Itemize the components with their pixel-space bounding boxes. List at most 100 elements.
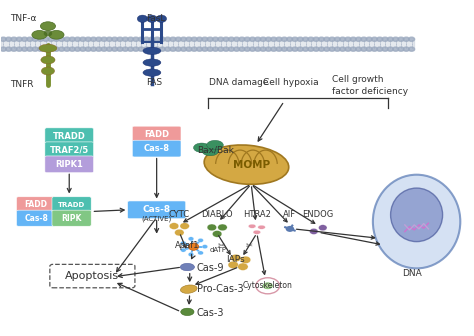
Circle shape [228,261,238,268]
Circle shape [361,47,367,51]
Circle shape [43,47,49,51]
Text: TRAF2/5: TRAF2/5 [50,146,89,155]
Ellipse shape [181,308,194,316]
Circle shape [297,37,303,41]
Text: Cell growth: Cell growth [331,75,383,84]
Circle shape [398,37,404,41]
Ellipse shape [39,44,57,52]
Text: MOMP: MOMP [233,160,270,170]
Text: TNFR: TNFR [10,80,34,89]
Ellipse shape [263,283,273,289]
Circle shape [170,37,176,41]
Circle shape [138,37,144,41]
Ellipse shape [32,31,47,39]
Circle shape [302,37,309,41]
Circle shape [356,47,362,51]
Text: TRADD: TRADD [53,132,86,141]
Circle shape [59,47,64,51]
Text: HTRA2: HTRA2 [243,210,271,219]
Circle shape [188,237,194,241]
Circle shape [207,37,213,41]
Circle shape [340,37,346,41]
Circle shape [186,47,192,51]
Circle shape [302,47,309,51]
Circle shape [202,47,208,51]
FancyBboxPatch shape [52,210,91,226]
Circle shape [409,37,415,41]
Circle shape [54,37,59,41]
Text: Cell hypoxia: Cell hypoxia [263,78,319,87]
Circle shape [106,37,112,41]
Circle shape [112,37,118,41]
Circle shape [271,37,277,41]
Circle shape [21,37,27,41]
Circle shape [32,37,38,41]
Circle shape [271,47,277,51]
Circle shape [101,37,107,41]
Text: CYTC: CYTC [169,210,190,219]
Circle shape [403,47,410,51]
Circle shape [313,37,319,41]
Ellipse shape [143,59,161,66]
Circle shape [197,37,202,41]
Circle shape [164,47,171,51]
Circle shape [80,47,86,51]
Circle shape [223,37,229,41]
Circle shape [212,230,222,237]
Circle shape [54,47,59,51]
Circle shape [329,47,335,51]
Circle shape [345,47,351,51]
Circle shape [334,37,340,41]
Circle shape [265,47,272,51]
Circle shape [174,229,184,236]
Circle shape [319,37,325,41]
Circle shape [366,37,372,41]
Circle shape [310,228,318,235]
Circle shape [117,37,123,41]
Circle shape [228,37,234,41]
Circle shape [231,254,241,262]
Text: dATP: dATP [210,247,227,253]
Circle shape [340,47,346,51]
FancyBboxPatch shape [132,126,181,143]
Circle shape [64,47,70,51]
Circle shape [133,37,139,41]
Circle shape [218,224,227,231]
Circle shape [392,37,399,41]
Circle shape [387,47,393,51]
Circle shape [64,37,70,41]
Circle shape [191,47,197,51]
Ellipse shape [253,230,261,234]
Circle shape [286,226,294,232]
Circle shape [260,47,266,51]
Circle shape [334,47,340,51]
Ellipse shape [143,47,161,54]
Circle shape [96,37,102,41]
Ellipse shape [202,146,219,156]
Circle shape [59,37,64,41]
Circle shape [377,47,383,51]
Text: FasL: FasL [146,14,165,23]
Circle shape [308,37,314,41]
Circle shape [249,47,255,51]
Circle shape [181,37,187,41]
Circle shape [287,37,292,41]
Circle shape [11,47,17,51]
Circle shape [128,47,134,51]
Circle shape [188,252,194,256]
Circle shape [159,37,165,41]
Circle shape [11,37,17,41]
Circle shape [175,47,182,51]
Circle shape [197,47,202,51]
Text: DIABLO: DIABLO [201,210,233,219]
Ellipse shape [180,263,194,271]
Circle shape [324,37,330,41]
Circle shape [260,37,266,41]
FancyBboxPatch shape [128,201,186,219]
Ellipse shape [258,225,265,229]
Circle shape [244,37,250,41]
Circle shape [169,223,179,229]
Text: factor deficiency: factor deficiency [331,87,408,96]
Text: Cas-8: Cas-8 [24,214,48,223]
Circle shape [180,223,190,229]
